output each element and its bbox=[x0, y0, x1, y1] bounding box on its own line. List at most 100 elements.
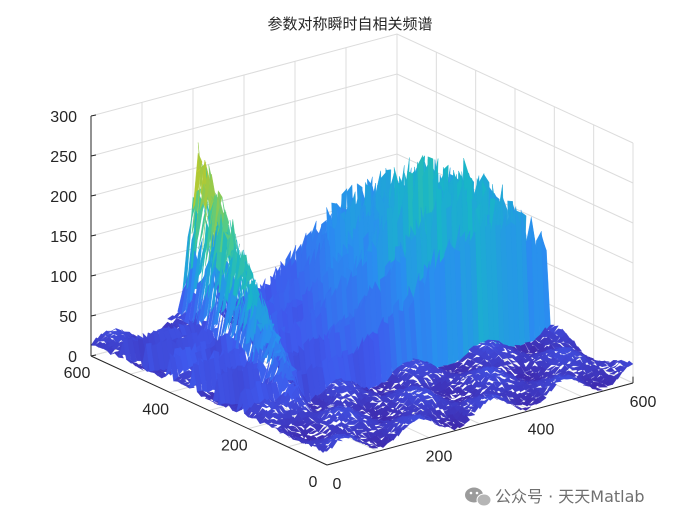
surface-cell bbox=[489, 372, 501, 377]
surface-cell bbox=[200, 393, 211, 397]
surface-cell bbox=[390, 401, 401, 409]
surface-cell bbox=[497, 358, 507, 367]
surface-cell bbox=[387, 421, 397, 425]
surface-cell bbox=[521, 406, 532, 411]
surface-cell bbox=[573, 378, 584, 384]
z-tick-label: 100 bbox=[50, 269, 77, 286]
surface-cell bbox=[429, 385, 440, 393]
surface-cell bbox=[567, 374, 578, 380]
surface-cell bbox=[362, 427, 373, 433]
surface-cell bbox=[525, 359, 536, 371]
surface-cell bbox=[127, 338, 137, 363]
surface-cell bbox=[426, 416, 436, 425]
surface-cell bbox=[104, 332, 115, 338]
surface-cell bbox=[408, 395, 419, 405]
surface-cell bbox=[203, 247, 214, 300]
surface-cell bbox=[505, 364, 517, 370]
surface-cell bbox=[480, 397, 491, 405]
surface-cell bbox=[551, 335, 562, 343]
surface-cell bbox=[394, 428, 404, 437]
surface-cell bbox=[123, 331, 134, 337]
surface-cell bbox=[504, 392, 515, 398]
surface-cell bbox=[582, 366, 593, 375]
surface-cell bbox=[467, 353, 478, 360]
surface-cell bbox=[198, 356, 208, 393]
z-tick-mark bbox=[90, 194, 97, 197]
surface-cell bbox=[466, 359, 476, 368]
surface-cell bbox=[412, 386, 422, 391]
surface-cell bbox=[495, 344, 506, 353]
surface-cell bbox=[536, 394, 547, 402]
surface-cell bbox=[586, 357, 596, 364]
surface-cell bbox=[328, 389, 339, 400]
surface-cell bbox=[368, 423, 378, 431]
surface-cell bbox=[330, 379, 341, 384]
surface-cell bbox=[454, 375, 465, 382]
surface-cell bbox=[308, 430, 320, 435]
surface-cell bbox=[482, 394, 492, 400]
surface-cell bbox=[503, 376, 513, 384]
surface-cell bbox=[350, 419, 360, 425]
surface-cell bbox=[442, 391, 453, 399]
surface-cell bbox=[526, 402, 537, 406]
surface-cell bbox=[498, 353, 509, 360]
surface-cell bbox=[545, 365, 556, 371]
surface-cell bbox=[422, 395, 433, 400]
surface-cell bbox=[531, 353, 542, 361]
surface-cell bbox=[192, 279, 202, 325]
surface-cell bbox=[491, 394, 501, 398]
surface-cell bbox=[597, 362, 608, 368]
watermark: 公众号 · 天天Matlab bbox=[465, 487, 645, 507]
surface-cell bbox=[257, 358, 267, 385]
surface-cell bbox=[368, 444, 379, 449]
surface-cell bbox=[610, 362, 621, 369]
surface-cell bbox=[212, 308, 222, 345]
x-tick-label: 200 bbox=[426, 449, 453, 466]
surface-cell bbox=[179, 349, 190, 373]
surface-cell bbox=[502, 360, 513, 366]
surface-cell bbox=[238, 294, 248, 331]
surface-cell bbox=[504, 347, 515, 355]
z-tick-mark bbox=[90, 154, 97, 157]
surface-cell bbox=[564, 363, 575, 369]
surface-cell bbox=[300, 399, 311, 411]
surface-cell bbox=[321, 409, 331, 413]
surface-cell bbox=[557, 348, 568, 355]
surface-cell bbox=[357, 433, 367, 439]
surface-cell bbox=[578, 380, 588, 386]
surface-cell bbox=[525, 239, 536, 343]
surface-cell bbox=[524, 370, 535, 376]
surface-cell bbox=[491, 367, 501, 374]
surface-cell bbox=[537, 365, 547, 378]
surface-cell bbox=[344, 419, 355, 425]
z-tick-mark bbox=[90, 274, 97, 277]
surface-cell bbox=[230, 305, 241, 340]
z-tick-mark bbox=[90, 354, 97, 357]
surface-cell bbox=[495, 224, 505, 346]
surface-cell bbox=[328, 435, 339, 442]
surface-cell bbox=[365, 437, 376, 445]
surface-cell bbox=[563, 347, 574, 351]
surface-cell bbox=[550, 366, 560, 375]
surface-cell bbox=[371, 385, 382, 391]
surface-cell bbox=[492, 381, 503, 389]
surface-cell bbox=[99, 335, 110, 342]
surface-cell bbox=[291, 420, 302, 427]
y-tick-label: 600 bbox=[64, 365, 91, 382]
surface-cell bbox=[461, 409, 472, 418]
surface-cell bbox=[321, 427, 332, 435]
surface-cell bbox=[503, 352, 514, 359]
surface-cell bbox=[393, 408, 403, 417]
surface-cell bbox=[332, 391, 343, 400]
surface-cell bbox=[570, 353, 581, 362]
surface-cell bbox=[403, 293, 413, 364]
surface-cell bbox=[480, 376, 490, 387]
surface-cell bbox=[326, 407, 336, 410]
surface-cell bbox=[397, 364, 407, 372]
surface-cell bbox=[522, 398, 533, 407]
surface-cell bbox=[593, 385, 603, 391]
surface-cell bbox=[496, 397, 506, 401]
surface-cell bbox=[358, 438, 368, 446]
